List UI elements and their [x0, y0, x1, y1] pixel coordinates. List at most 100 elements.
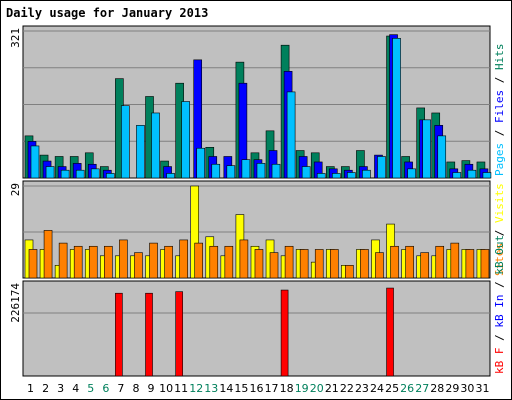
panel-hits_files_pages: 321 Pages / Files / Hits — [9, 25, 506, 179]
bar-sites-22 — [345, 265, 354, 279]
bar-pages-13 — [211, 163, 221, 179]
x-tick-label: 2 — [42, 382, 49, 395]
bar-sites-27 — [420, 252, 429, 279]
bar-pages-28 — [437, 135, 447, 179]
bar-pages-16 — [256, 163, 266, 179]
legend-kb-f: kB F — [493, 348, 506, 375]
bar-pages-23 — [362, 169, 371, 179]
bar-pages-6 — [106, 173, 115, 179]
panel-background — [22, 280, 491, 377]
bar-sites-24 — [375, 252, 384, 279]
bar-sites-14 — [224, 245, 234, 279]
y-max-label: 29 — [9, 183, 22, 196]
bar-sites-17 — [269, 252, 279, 279]
bar-sites-25 — [390, 245, 399, 279]
bar-sites-1 — [28, 249, 38, 279]
x-tick-label: 30 — [460, 382, 474, 395]
bar-pages-26 — [407, 168, 416, 179]
bar-sites-29 — [450, 242, 460, 279]
legend-separator: / — [493, 70, 506, 90]
x-tick-label: 24 — [370, 382, 384, 395]
x-tick-label: 29 — [445, 382, 459, 395]
x-tick-label: 28 — [430, 382, 444, 395]
bar-pages-24 — [377, 156, 386, 179]
x-tick-label: 12 — [189, 382, 203, 395]
bar-sites-15 — [239, 239, 249, 279]
bar-sites-20 — [314, 249, 324, 279]
x-tick-label: 6 — [102, 382, 109, 395]
bar-pages-25 — [392, 38, 401, 179]
x-tick-label: 3 — [57, 382, 64, 395]
bar-pages-10 — [166, 173, 175, 179]
x-tick-label: 9 — [148, 382, 155, 395]
x-tick-label: 18 — [280, 382, 294, 395]
panel-legend: Sites / Visits — [493, 183, 506, 276]
chart-title: Daily usage for January 2013 — [6, 6, 208, 20]
y-max-label: 226174 — [9, 283, 22, 323]
bar-pages-3 — [60, 169, 70, 179]
bar-sites-5 — [88, 245, 98, 279]
x-tick-label: 26 — [400, 382, 414, 395]
x-tick-label: 15 — [234, 382, 248, 395]
bar-sites-9 — [149, 242, 158, 279]
bar-pages-1 — [30, 145, 40, 179]
bar-sites-26 — [405, 245, 414, 279]
x-tick-label: 8 — [132, 382, 139, 395]
bar-pages-18 — [286, 91, 296, 179]
bar-kb-in-11 — [175, 291, 183, 377]
x-tick-label: 19 — [295, 382, 309, 395]
bar-sites-4 — [73, 245, 83, 279]
x-tick-label: 16 — [250, 382, 264, 395]
legend-kb-in: kB In — [493, 295, 506, 328]
bar-sites-12 — [194, 242, 204, 279]
bar-sites-30 — [465, 249, 475, 279]
x-tick-label: 20 — [310, 382, 324, 395]
legend-pages: Pages — [493, 143, 506, 176]
bar-pages-27 — [422, 119, 431, 179]
legend-separator: / — [493, 328, 506, 348]
x-tick-label: 10 — [159, 382, 173, 395]
series-sites — [28, 230, 490, 279]
series-pages — [30, 38, 492, 179]
bar-sites-10 — [164, 245, 173, 279]
bar-sites-2 — [43, 230, 53, 279]
bar-kb-in-18 — [280, 289, 289, 377]
legend-separator: / — [493, 123, 506, 143]
bar-pages-7 — [121, 105, 130, 179]
x-tick-label: 1 — [27, 382, 34, 395]
bar-sites-18 — [284, 245, 294, 279]
bar-pages-15 — [241, 159, 251, 179]
panel-kbytes: 226174 kB F / kB In / kB Out — [9, 235, 506, 377]
bar-kb-in-7 — [115, 292, 123, 377]
x-tick-label: 17 — [265, 382, 279, 395]
x-tick-label: 27 — [415, 382, 429, 395]
bar-pages-19 — [301, 166, 311, 179]
x-axis-labels: 1 2 3 4 5 6 7 8 9 10 11 12 13 14 15 16 17 18 19 20 21 22 23 24 2… — [27, 382, 489, 395]
x-tick-label: 7 — [117, 382, 124, 395]
panel-legend: Pages / Files / Hits — [493, 44, 506, 177]
x-tick-label: 31 — [475, 382, 489, 395]
x-tick-label: 25 — [385, 382, 399, 395]
bar-pages-12 — [196, 147, 206, 179]
panel-visits_sites: 29 Sites / Visits — [9, 180, 506, 279]
bar-pages-2 — [45, 166, 55, 179]
bar-sites-16 — [254, 249, 264, 279]
bar-pages-31 — [482, 172, 492, 179]
x-tick-label: 14 — [219, 382, 233, 395]
x-tick-label: 5 — [87, 382, 94, 395]
x-tick-label: 22 — [340, 382, 354, 395]
bar-kb-in-25 — [386, 287, 394, 377]
legend-separator: / — [493, 223, 506, 243]
bar-sites-28 — [435, 245, 445, 279]
panel-legend: kB F / kB In / kB Out — [493, 235, 506, 374]
bar-pages-20 — [316, 173, 326, 179]
bar-sites-6 — [104, 245, 113, 279]
x-tick-label: 11 — [174, 382, 188, 395]
bar-sites-13 — [209, 245, 219, 279]
bar-pages-11 — [181, 101, 190, 179]
bar-pages-8 — [136, 125, 145, 179]
bar-sites-7 — [119, 239, 128, 279]
x-tick-label: 23 — [355, 382, 369, 395]
